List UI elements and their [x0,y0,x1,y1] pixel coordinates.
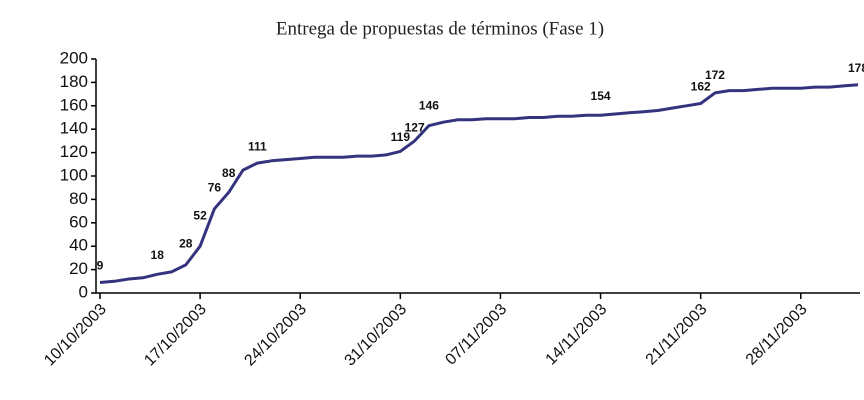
data-label: 28 [179,236,193,250]
x-tick-label: 28/11/2003 [743,301,811,369]
x-tick-label: 17/10/2003 [141,301,210,370]
x-tick-label: 14/11/2003 [543,301,611,369]
data-label: 127 [405,121,425,135]
data-label: 76 [208,180,222,194]
data-label: 178 [848,61,864,75]
x-tick-label: 24/10/2003 [241,301,310,370]
x-tick-label: 07/11/2003 [442,301,510,369]
y-tick-label: 40 [69,236,88,255]
x-tick-label: 31/10/2003 [342,301,411,370]
data-label: 172 [705,68,725,82]
data-label: 119 [391,130,411,144]
data-label: 162 [691,80,711,94]
y-tick-label: 0 [79,282,88,301]
x-tick-label: 10/10/2003 [41,301,110,370]
y-tick-label: 60 [69,212,88,231]
y-tick-label: 200 [60,48,88,67]
data-label: 111 [248,139,267,153]
y-tick-label: 120 [60,142,88,161]
y-tick-label: 80 [69,189,88,208]
y-tick-label: 100 [60,165,88,184]
data-label: 154 [591,89,611,103]
chart-title: Entrega de propuestas de términos (Fase … [276,18,604,39]
data-label: 88 [222,166,236,180]
data-line [99,83,859,284]
x-tick-label: 21/11/2003 [643,301,711,369]
data-label: 18 [151,248,165,262]
y-tick-label: 160 [60,95,88,114]
data-label: 52 [193,208,207,222]
y-tick-label: 20 [69,259,88,278]
data-label: 146 [419,98,439,112]
y-tick-label: 140 [60,119,88,138]
y-tick-label: 180 [60,72,88,91]
data-label: 9 [97,259,104,273]
